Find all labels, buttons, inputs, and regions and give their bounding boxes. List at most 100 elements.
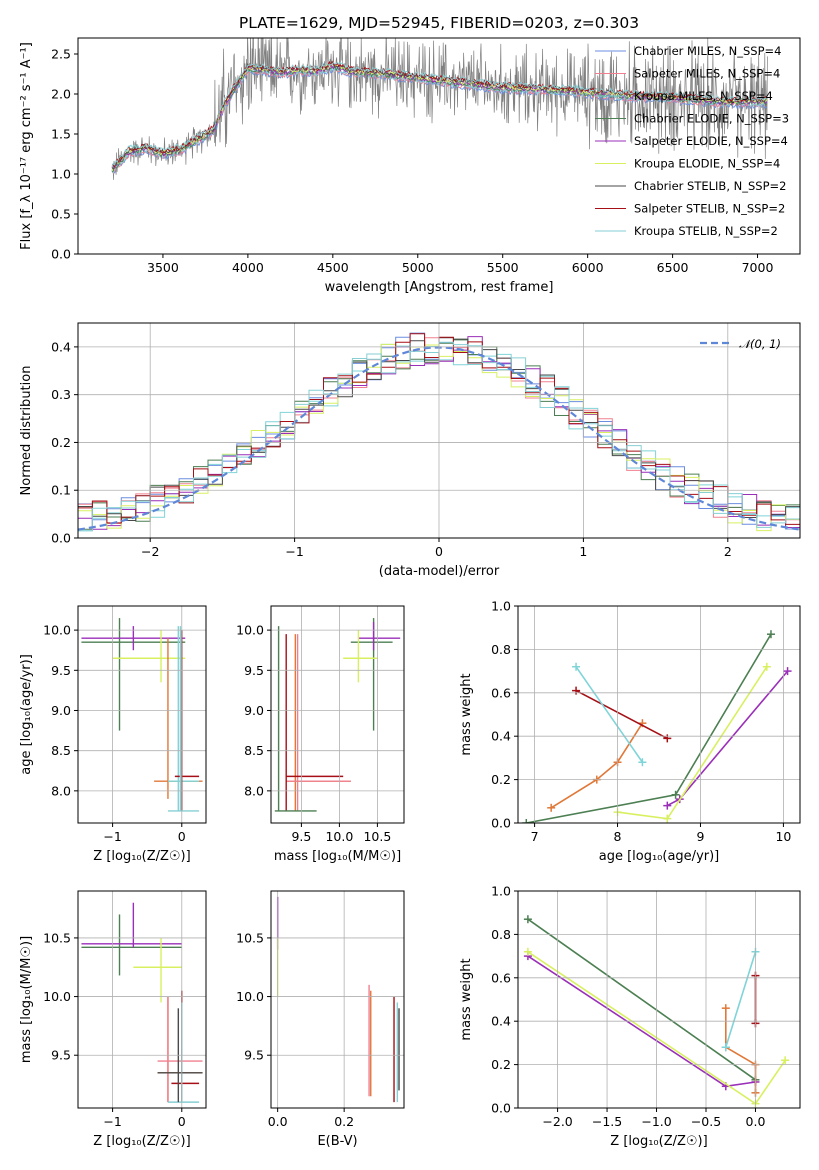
error-bar-point [274, 626, 317, 812]
error-bar-point [343, 630, 378, 683]
weight-series [550, 722, 644, 809]
x-axis-label: age [log₁₀(age/yr)] [599, 849, 720, 864]
y-tick-label: 0.1 [51, 483, 71, 498]
y-tick-label: 10.5 [43, 930, 71, 945]
legend-entry: Chabrier ELODIE, N_SSP=3 [634, 112, 789, 126]
error-bar-point [167, 1002, 200, 1103]
model-spectrum [111, 61, 768, 167]
error-bar-point [285, 634, 344, 811]
plus-marker [671, 790, 680, 799]
legend-entry: Chabrier MILES, N_SSP=4 [634, 44, 781, 58]
plus-marker [766, 630, 775, 639]
axes-frame [270, 605, 405, 824]
plus-marker [522, 819, 531, 823]
y-tick-label: 9.0 [244, 703, 264, 718]
y-tick-label: 10.0 [43, 989, 71, 1004]
y-tick-label: 0.8 [491, 927, 511, 942]
panel-weight-vs-age [514, 605, 801, 827]
y-tick-label: 10.5 [236, 930, 264, 945]
x-tick-label: 0 [178, 1114, 186, 1129]
y-tick-label: 1.0 [491, 884, 511, 899]
panel-age-vs-Z [74, 605, 207, 827]
x-tick-label: 4500 [317, 260, 349, 275]
y-axis-label: age [log₁₀(age/yr)] [19, 654, 34, 775]
x-tick-label: 9 [696, 829, 704, 844]
y-tick-label: 0.2 [491, 1057, 511, 1072]
observed-spectrum [111, 38, 768, 180]
error-bar-point [286, 634, 351, 811]
error-bar-point [112, 630, 186, 683]
x-tick-label: −1 [285, 544, 303, 559]
y-tick-label: 8.5 [244, 743, 264, 758]
x-tick-label: 0 [435, 544, 443, 559]
x-tick-label: 6500 [657, 260, 689, 275]
plot-area [81, 618, 203, 812]
x-tick-label: 1 [579, 544, 587, 559]
x-tick-label: 2 [724, 544, 732, 559]
x-axis-label: E(B-V) [317, 1134, 357, 1149]
y-tick-label: 0.0 [491, 816, 511, 831]
weight-series [666, 670, 789, 807]
y-tick-label: 0.6 [491, 970, 511, 985]
y-tick-label: 0.0 [51, 247, 71, 262]
y-tick-label: 9.5 [51, 663, 71, 678]
x-tick-label: 5500 [487, 260, 519, 275]
plus-marker [663, 814, 672, 823]
y-tick-label: 0.0 [51, 531, 71, 546]
y-tick-label: 10.0 [236, 989, 264, 1004]
y-tick-label: 8.5 [51, 743, 71, 758]
axes-frame [77, 890, 207, 1109]
y-axis-label: Flux [f_λ 10⁻¹⁷ erg cm⁻² s⁻¹ A⁻¹] [19, 42, 34, 250]
error-bar-point [157, 996, 203, 1103]
x-tick-label: 0.2 [334, 1114, 354, 1129]
error-bar-point [350, 618, 393, 731]
panel-age-vs-mass [267, 605, 405, 827]
x-tick-label: 7 [531, 829, 539, 844]
weight-series [725, 951, 757, 1048]
plot-area [81, 902, 203, 1103]
y-tick-label: 0.4 [491, 729, 511, 744]
chart-title: PLATE=1629, MJD=52945, FIBERID=0203, z=0… [239, 14, 639, 32]
y-tick-label: 0.2 [491, 772, 511, 787]
plus-marker [663, 801, 672, 810]
y-tick-label: 0.6 [491, 685, 511, 700]
legend-entry: Kroupa STELIB, N_SSP=2 [634, 224, 778, 238]
error-bar-point [167, 626, 200, 812]
x-tick-label: 10 [775, 829, 791, 844]
y-tick-label: 0.5 [51, 207, 71, 222]
plus-marker [547, 803, 556, 812]
plus-marker [663, 734, 672, 743]
x-tick-label: 10.5 [363, 829, 391, 844]
weight-series [575, 689, 668, 740]
plus-marker [781, 1056, 790, 1065]
x-tick-label: 0.0 [268, 1114, 288, 1129]
y-tick-label: 1.0 [51, 167, 71, 182]
x-tick-label: 8 [614, 829, 622, 844]
error-bar-point [81, 902, 182, 948]
plot-area [276, 896, 400, 1103]
panel-weight-vs-Z [514, 890, 801, 1112]
plus-marker [762, 662, 771, 671]
panel-mass-vs-EBV [267, 890, 405, 1112]
x-tick-label: 9.5 [291, 829, 311, 844]
x-tick-label: 7000 [742, 260, 774, 275]
y-tick-label: 0.4 [51, 339, 71, 354]
weight-series [617, 666, 768, 820]
y-tick-label: 8.0 [244, 783, 264, 798]
y-tick-label: 9.0 [51, 703, 71, 718]
x-tick-label: 5000 [402, 260, 434, 275]
axes-frame [517, 605, 801, 824]
y-tick-label: 0.8 [491, 642, 511, 657]
plus-marker [572, 686, 581, 695]
x-axis-label: Z [log₁₀(Z/Z☉)] [610, 1134, 707, 1149]
y-tick-label: 10.0 [43, 623, 71, 638]
x-tick-label: −0.5 [691, 1114, 721, 1129]
error-bar-point [171, 990, 200, 1103]
error-bar-point [358, 622, 401, 651]
plus-marker [721, 1043, 730, 1052]
y-axis-label: mass weight [459, 958, 474, 1040]
x-tick-label: 10.0 [325, 829, 353, 844]
axes-frame [517, 890, 801, 1109]
x-tick-label: −1.5 [592, 1114, 622, 1129]
